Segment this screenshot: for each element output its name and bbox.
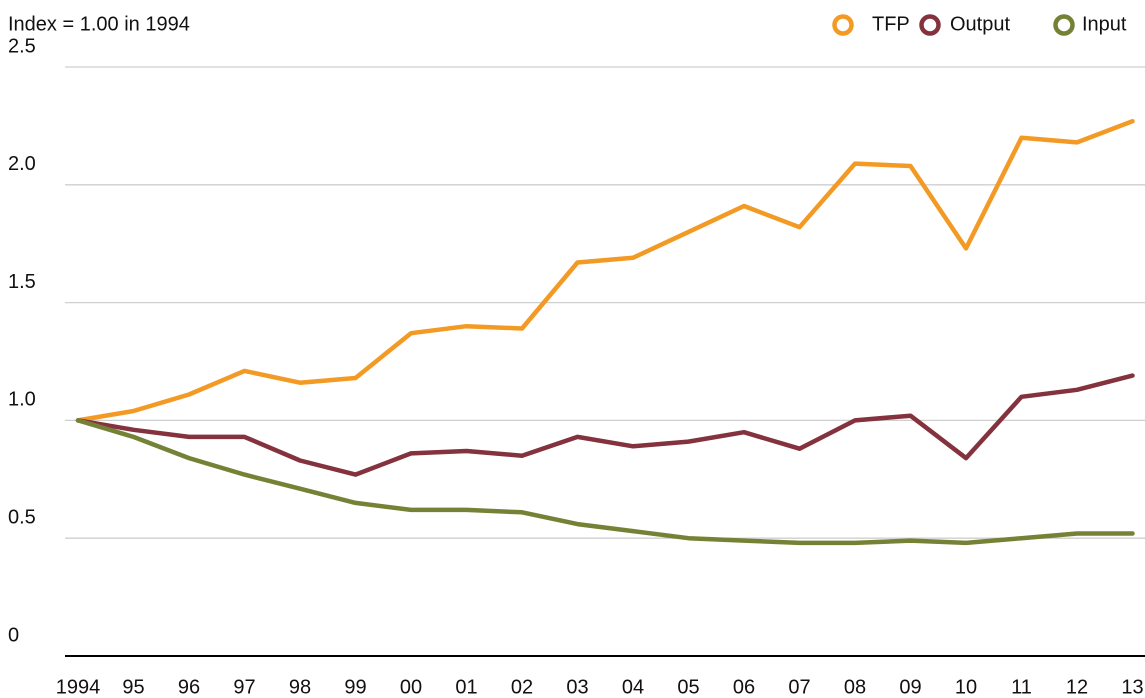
x-tick-label: 99	[344, 676, 366, 698]
y-tick-label: 0	[8, 624, 19, 646]
x-tick-label: 03	[566, 676, 588, 698]
legend-marker	[832, 14, 854, 36]
legend-label: TFP	[872, 13, 910, 35]
x-tick-label: 95	[122, 676, 144, 698]
x-tick-label: 00	[400, 676, 422, 698]
x-tick-label: 07	[788, 676, 810, 698]
x-tick-label: 01	[455, 676, 477, 698]
x-tick-label: 1994	[56, 676, 101, 698]
x-tick-label: 97	[233, 676, 255, 698]
x-tick-label: 08	[844, 676, 866, 698]
legend-label: Input	[1082, 13, 1127, 35]
legend-marker	[919, 14, 941, 36]
y-tick-label: 1.5	[8, 271, 36, 293]
x-tick-label: 02	[511, 676, 533, 698]
y-tick-label: 0.5	[8, 506, 36, 528]
x-tick-label: 96	[178, 676, 200, 698]
y-tick-label: 2.5	[8, 35, 36, 57]
x-tick-label: 13	[1121, 676, 1143, 698]
y-tick-label: 1.0	[8, 389, 36, 411]
x-tick-label: 06	[733, 676, 755, 698]
legend-marker	[1053, 14, 1075, 36]
legend: TFP Output Input	[832, 13, 1127, 36]
x-tick-label: 98	[289, 676, 311, 698]
line-series	[75, 418, 1135, 546]
line-series	[75, 373, 1135, 477]
x-tick-label: 11	[1011, 676, 1032, 698]
x-tick-label: 04	[622, 676, 644, 698]
line-series	[75, 118, 1135, 423]
legend-label: Output	[950, 13, 1010, 35]
x-tick-label: 05	[677, 676, 699, 698]
y-axis-label: Index = 1.00 in 1994	[8, 13, 190, 35]
x-tick-label: 12	[1066, 676, 1088, 698]
y-tick-label: 2.0	[8, 153, 36, 175]
x-tick-label: 09	[899, 676, 921, 698]
x-tick-label: 10	[955, 676, 977, 698]
